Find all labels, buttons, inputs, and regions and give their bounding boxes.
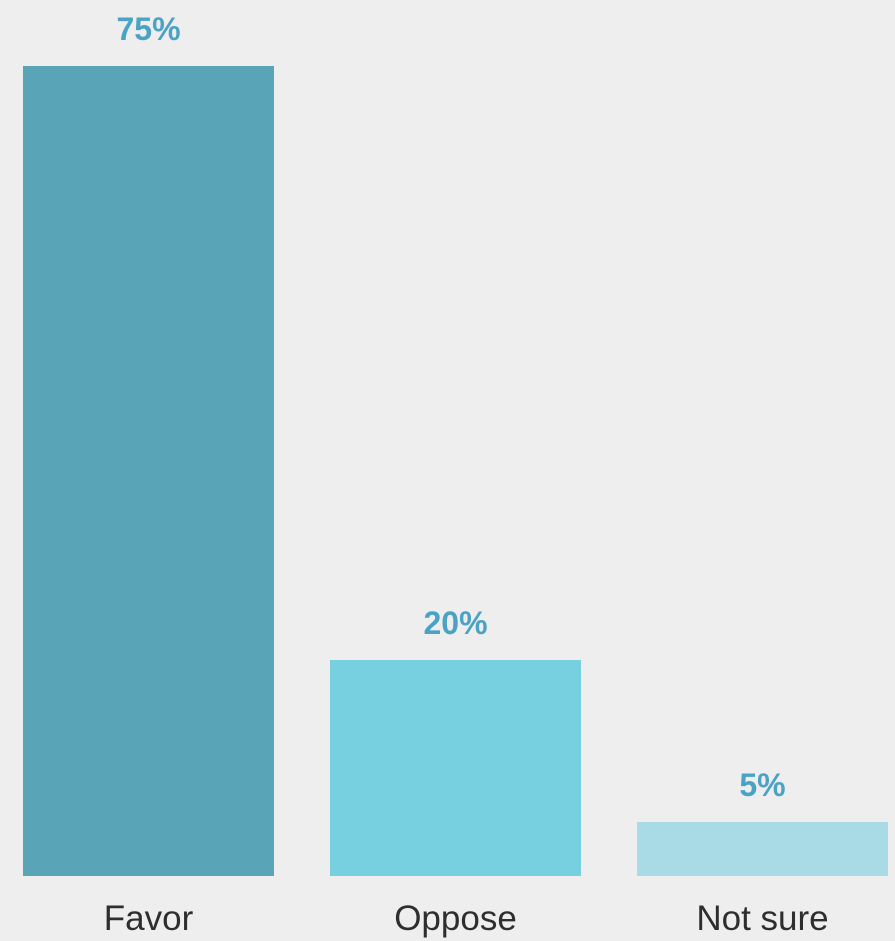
category-labels-group: Favor Oppose Not sure — [104, 899, 829, 938]
category-label-favor: Favor — [104, 899, 194, 938]
category-label-oppose: Oppose — [394, 899, 517, 938]
value-label-oppose: 20% — [423, 605, 487, 641]
value-label-favor: 75% — [116, 11, 180, 47]
bar-not-sure — [637, 822, 888, 876]
value-labels-group: 75% 20% 5% — [116, 11, 785, 803]
value-label-not-sure: 5% — [739, 767, 785, 803]
bar-oppose — [330, 660, 581, 876]
bars-group — [23, 66, 888, 876]
category-label-not-sure: Not sure — [696, 899, 828, 938]
bar-favor — [23, 66, 274, 876]
